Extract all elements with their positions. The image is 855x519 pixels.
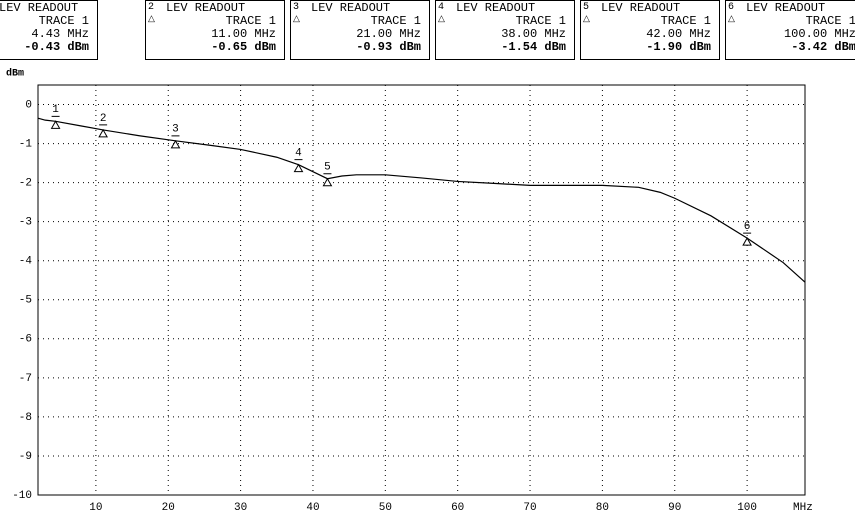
marker xyxy=(50,115,61,129)
readout-level: -0.65 dBm xyxy=(211,40,276,54)
marker xyxy=(742,232,752,246)
readout-box: 4 LEV READOUT TRACE 1 38.00 MHz -1.54 dBm △ xyxy=(435,0,575,60)
readout-title: LEV READOUT xyxy=(601,1,681,15)
readout-frequency: 11.00 MHz xyxy=(211,27,276,41)
y-tick-label: 0 xyxy=(25,99,32,111)
marker xyxy=(98,124,108,138)
readout-box: LEV READOUT TRACE 1 4.43 MHz -0.43 dBm xyxy=(0,0,98,60)
marker-label: 6 xyxy=(744,221,751,233)
readout-title: LEV READOUT xyxy=(456,1,536,15)
plot-frame xyxy=(37,84,806,496)
marker-icon: △ xyxy=(438,14,445,24)
marker-number: 5 xyxy=(583,2,590,13)
y-tick-label: -3 xyxy=(19,217,32,229)
marker-number: 3 xyxy=(293,2,300,13)
y-tick-label: -9 xyxy=(19,451,32,463)
x-tick-label: 40 xyxy=(306,502,319,514)
readout-box: 3 LEV READOUT TRACE 1 21.00 MHz -0.93 dBm △ xyxy=(290,0,430,60)
y-tick-label: -1 xyxy=(19,138,33,150)
y-tick-label: -5 xyxy=(19,295,32,307)
x-tick-label: 20 xyxy=(162,502,175,514)
readout-level: -3.42 dBm xyxy=(791,40,855,54)
y-axis-label: dBm xyxy=(6,68,24,80)
readout-title: LEV READOUT xyxy=(166,1,246,15)
trace-name: TRACE 1 xyxy=(660,14,711,28)
x-tick-label: 60 xyxy=(451,502,464,514)
marker-icon: △ xyxy=(728,14,735,24)
marker-number: 6 xyxy=(728,2,735,13)
x-tick-label: 10 xyxy=(89,502,102,514)
readout-level: -0.43 dBm xyxy=(24,40,89,54)
readout-box: 5 LEV READOUT TRACE 1 42.00 MHz -1.90 dBm △ xyxy=(580,0,720,60)
x-tick-label: 70 xyxy=(523,502,536,514)
trace-line xyxy=(37,117,806,283)
y-tick-label: -2 xyxy=(19,178,32,190)
trace-name: TRACE 1 xyxy=(805,14,855,28)
y-tick-label: -10 xyxy=(12,490,32,502)
trace-name: TRACE 1 xyxy=(225,14,276,28)
trace-name: TRACE 1 xyxy=(38,14,89,28)
marker xyxy=(170,135,181,149)
y-tick-label: -6 xyxy=(19,334,32,346)
readout-box: 2 LEV READOUT TRACE 1 11.00 MHz -0.65 dBm △ xyxy=(145,0,285,60)
readout-title: LEV READOUT xyxy=(746,1,826,15)
readout-level: -1.90 dBm xyxy=(646,40,711,54)
x-tick-label: 80 xyxy=(596,502,609,514)
marker-label: 4 xyxy=(295,148,302,160)
marker-number: 4 xyxy=(438,2,445,13)
y-tick-label: -7 xyxy=(19,373,32,385)
readout-frequency: 4.43 MHz xyxy=(31,27,89,41)
marker-label: 5 xyxy=(324,162,331,174)
readout-level: -1.54 dBm xyxy=(501,40,566,54)
marker xyxy=(322,173,333,187)
trace-name: TRACE 1 xyxy=(515,14,566,28)
marker-label: 1 xyxy=(52,104,59,116)
readout-title: LEV READOUT xyxy=(0,1,79,15)
readout-level: -0.93 dBm xyxy=(356,40,421,54)
readout-frequency: 38.00 MHz xyxy=(501,27,566,41)
x-tick-label: 90 xyxy=(668,502,681,514)
trace-name: TRACE 1 xyxy=(370,14,421,28)
readout-title: LEV READOUT xyxy=(311,1,391,15)
y-tick-label: -4 xyxy=(19,256,33,268)
marker-label: 3 xyxy=(172,124,179,136)
readout-box: 6 LEV READOUT TRACE 1 100.00 MHz -3.42 dBm △ xyxy=(725,0,855,60)
x-tick-label: 100 xyxy=(737,502,757,514)
x-tick-label: 50 xyxy=(379,502,392,514)
marker-icon: △ xyxy=(293,14,300,24)
y-tick-label: -8 xyxy=(19,412,32,424)
marker-label: 2 xyxy=(100,113,107,125)
readout-frequency: 42.00 MHz xyxy=(646,27,711,41)
marker-icon: △ xyxy=(583,14,590,24)
readout-frequency: 21.00 MHz xyxy=(356,27,421,41)
marker xyxy=(293,159,304,173)
marker-number: 2 xyxy=(148,2,155,13)
x-tick-label: 30 xyxy=(234,502,247,514)
x-axis-label: MHz xyxy=(793,502,813,514)
marker-icon: △ xyxy=(148,14,155,24)
readout-frequency: 100.00 MHz xyxy=(783,27,855,41)
